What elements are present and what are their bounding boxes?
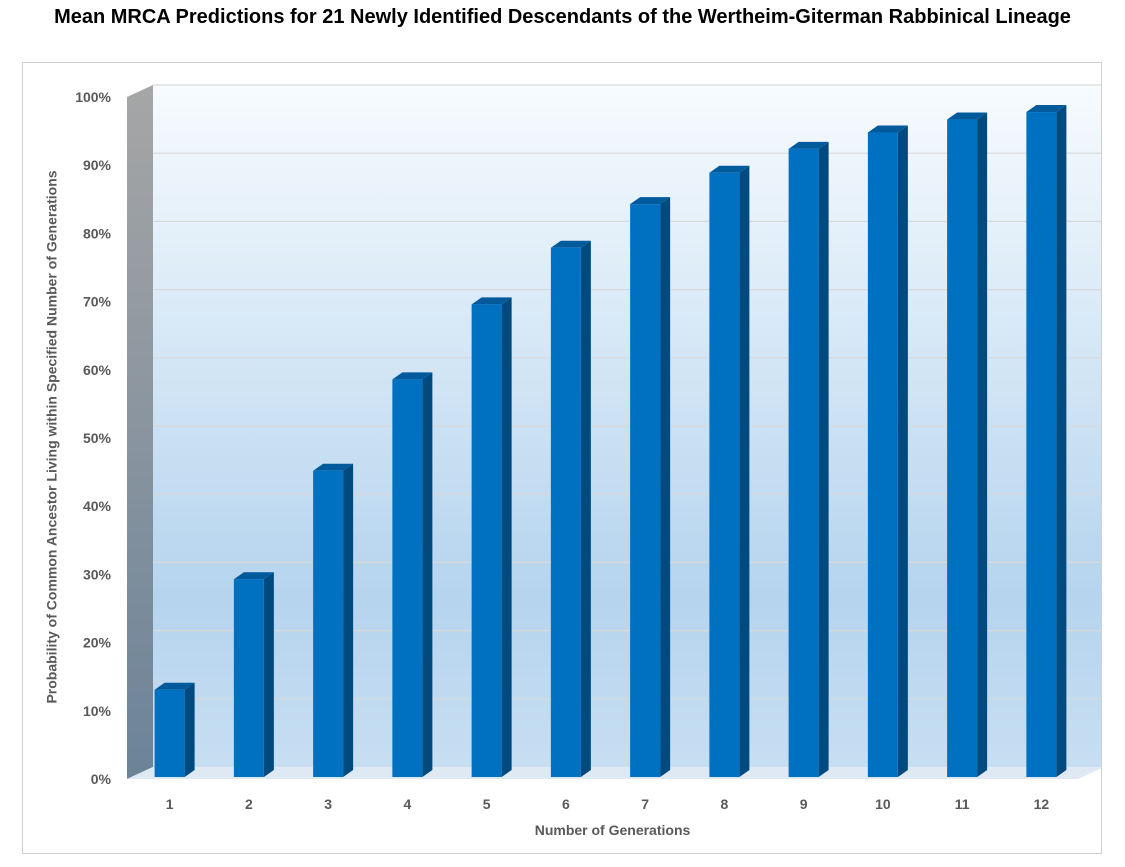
x-axis-ticks: 1 2 3 4 5 6 7 8 9 10 11 12 (166, 796, 1050, 812)
x-tick-label: 4 (403, 796, 411, 812)
bar (1026, 105, 1067, 778)
bar-top (313, 463, 354, 471)
bar (471, 297, 512, 777)
bar-top (788, 141, 829, 149)
bar-top (867, 125, 908, 133)
bar-side (739, 165, 750, 778)
y-tick-label: 10% (83, 703, 112, 719)
y-tick-label: 60% (83, 362, 112, 378)
bar (313, 463, 354, 777)
side-wall (127, 85, 153, 779)
bar (788, 141, 829, 777)
bar-front (947, 119, 978, 777)
y-tick-label: 20% (83, 635, 112, 651)
bar-side (897, 125, 908, 777)
bar-top (947, 112, 988, 120)
y-tick-label: 90% (83, 157, 112, 173)
bar-front (550, 247, 581, 777)
x-tick-label: 3 (324, 796, 332, 812)
y-tick-label: 50% (83, 430, 112, 446)
x-tick-label: 5 (483, 796, 491, 812)
bar-side (1056, 105, 1067, 778)
bar-front (1026, 112, 1057, 778)
bar (550, 240, 591, 777)
bar-side (818, 141, 829, 777)
bar-side (660, 197, 671, 777)
bar-side (343, 463, 354, 777)
bar (392, 372, 433, 777)
bar-side (501, 297, 512, 777)
x-tick-label: 8 (720, 796, 728, 812)
bar-front (471, 304, 502, 777)
bar-side (263, 572, 274, 777)
gridlines (153, 84, 1101, 700)
bar (709, 165, 750, 778)
bar-top (709, 165, 750, 173)
bar-front (392, 379, 423, 777)
bar-side (422, 372, 433, 777)
bar (233, 572, 274, 777)
bar-top (630, 197, 671, 205)
bar-side (184, 682, 195, 777)
bar-top (1026, 105, 1067, 113)
x-axis-title: Number of Generations (535, 822, 691, 838)
bar-top (154, 682, 195, 690)
y-tick-label: 0% (91, 771, 112, 787)
bar (154, 682, 195, 777)
chart-title: Mean MRCA Predictions for 21 Newly Ident… (54, 6, 1071, 28)
bar-top (233, 572, 274, 580)
x-tick-label: 6 (562, 796, 570, 812)
x-tick-label: 11 (955, 796, 970, 812)
x-tick-label: 1 (166, 796, 174, 812)
bar-front (788, 148, 819, 777)
bar (630, 197, 671, 777)
bar (947, 112, 988, 777)
y-tick-label: 30% (83, 566, 112, 582)
y-axis-ticks: 0% 10% 20% 30% 40% 50% 60% 70% 80% 90% 100% (75, 89, 111, 787)
bar-side (580, 240, 591, 777)
bar-front (867, 132, 898, 777)
bar-top (392, 372, 433, 380)
y-axis-title: Probability of Common Ancestor Living wi… (44, 170, 60, 703)
y-tick-label: 40% (83, 498, 112, 514)
y-tick-label: 100% (75, 89, 111, 105)
y-tick-label: 80% (83, 225, 112, 241)
bar-front (233, 579, 264, 777)
bar-side (977, 112, 988, 777)
bar-front (313, 470, 344, 777)
bars (154, 105, 1067, 778)
x-tick-label: 9 (800, 796, 808, 812)
x-tick-label: 10 (875, 796, 891, 812)
bar-top (550, 240, 591, 248)
x-tick-label: 2 (245, 796, 253, 812)
x-tick-label: 7 (641, 796, 649, 812)
y-tick-label: 70% (83, 294, 112, 310)
bar-front (154, 689, 185, 777)
bar (867, 125, 908, 777)
floor (127, 767, 1101, 779)
bar-top (471, 297, 512, 305)
bar-front (709, 172, 740, 778)
x-tick-label: 12 (1034, 796, 1050, 812)
bar-front (630, 204, 661, 777)
